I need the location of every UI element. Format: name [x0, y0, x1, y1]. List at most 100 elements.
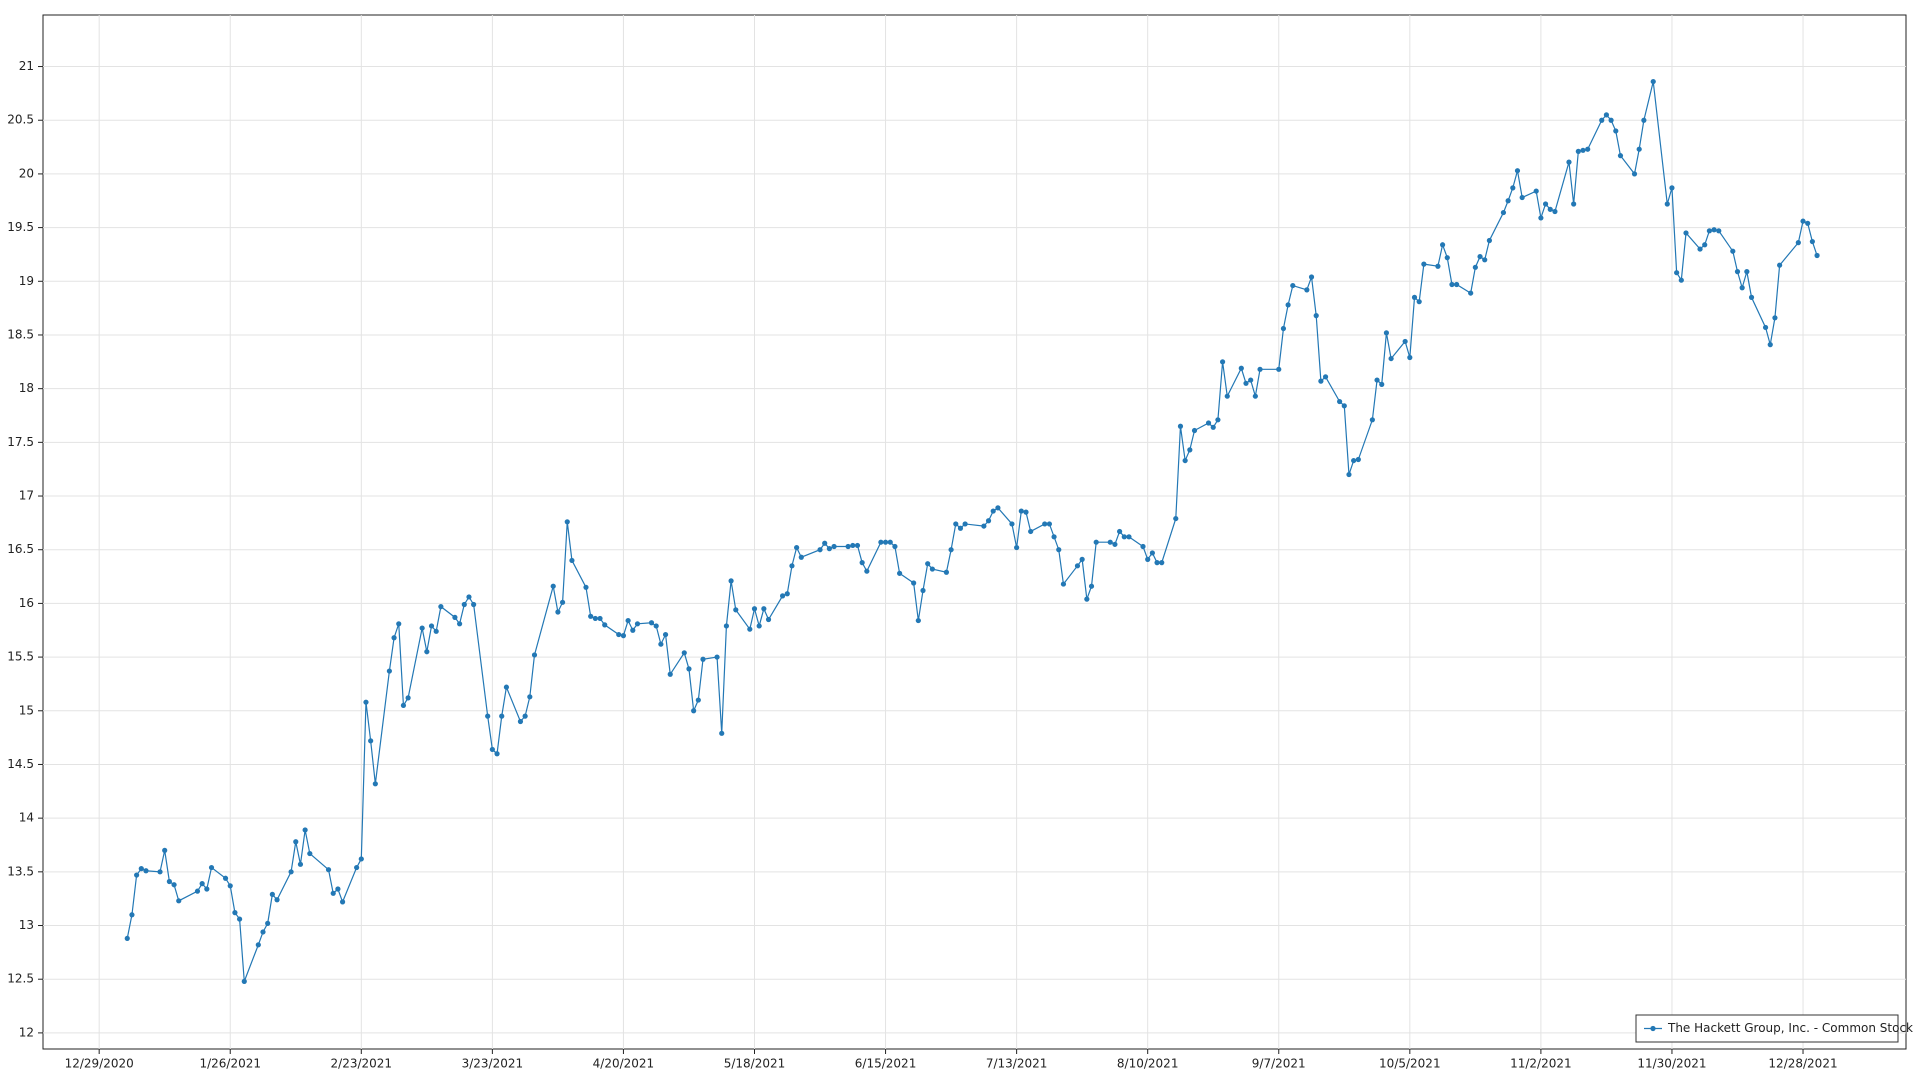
data-point [297, 861, 304, 867]
data-point [1351, 457, 1357, 464]
data-point [391, 635, 397, 641]
data-point [1510, 185, 1516, 191]
data-point [798, 554, 804, 560]
x-tick-label: 6/15/2021 [855, 1057, 917, 1071]
data-point [1014, 544, 1020, 551]
data-point [1140, 543, 1146, 550]
data-point [1454, 281, 1460, 288]
data-point [372, 781, 378, 787]
x-tick-label: 11/2/2021 [1510, 1057, 1572, 1071]
data-point [499, 713, 505, 719]
data-point [981, 523, 987, 529]
data-point [143, 868, 149, 874]
data-point [620, 633, 627, 639]
data-point [236, 916, 243, 922]
data-point [1533, 188, 1539, 194]
data-point [728, 578, 734, 584]
data-point [1355, 456, 1361, 463]
y-tick-label: 16 [19, 596, 34, 610]
data-point [789, 563, 795, 569]
data-point [747, 626, 753, 632]
data-point [1149, 550, 1155, 556]
data-point [1074, 563, 1081, 569]
data-point [686, 666, 692, 672]
data-point [995, 505, 1001, 511]
data-point [1669, 185, 1675, 191]
data-point [339, 899, 346, 905]
data-point [1439, 242, 1446, 248]
data-point [962, 521, 968, 527]
data-point [1112, 541, 1118, 547]
data-point [386, 668, 392, 674]
data-point [396, 621, 402, 627]
x-tick-label: 3/23/2021 [462, 1057, 524, 1071]
y-tick-label: 16.5 [7, 542, 34, 556]
data-point [1500, 209, 1507, 216]
data-point [1608, 117, 1614, 123]
data-point [288, 869, 294, 875]
data-point [1374, 377, 1380, 383]
data-point [208, 864, 215, 871]
legend: The Hackett Group, Inc. - Common Stock [1635, 1014, 1913, 1043]
legend-box [1635, 1014, 1899, 1043]
data-point [1290, 282, 1296, 289]
data-point [1603, 112, 1610, 118]
data-point [1369, 417, 1375, 423]
data-point [1402, 338, 1408, 345]
data-point [892, 543, 898, 550]
data-point [157, 869, 163, 875]
data-point [307, 850, 313, 857]
data-point [920, 587, 926, 594]
data-point [1210, 424, 1216, 430]
data-point [817, 547, 823, 553]
data-point [1187, 447, 1193, 453]
data-point [1304, 287, 1310, 293]
data-point [864, 568, 870, 574]
y-tick-label: 18.5 [7, 327, 34, 341]
y-tick-label: 14.5 [7, 757, 34, 771]
x-tick-label: 2/23/2021 [331, 1057, 393, 1071]
data-point [204, 886, 210, 892]
data-point [194, 888, 201, 894]
data-point [1051, 534, 1057, 540]
data-point [1182, 457, 1188, 464]
data-point [1805, 220, 1811, 226]
data-point [138, 866, 144, 872]
data-point [527, 694, 533, 700]
data-point [597, 615, 603, 622]
data-point [583, 584, 589, 590]
data-point [1636, 146, 1642, 152]
data-point [1018, 508, 1024, 514]
data-point [171, 882, 177, 888]
data-point [1767, 342, 1773, 348]
y-tick-label: 20.5 [7, 113, 34, 127]
data-point [1472, 264, 1478, 270]
y-tick-label: 15.5 [7, 650, 34, 664]
data-point [1697, 246, 1703, 252]
data-point [1772, 315, 1778, 321]
data-point [1046, 521, 1052, 527]
data-point [1664, 201, 1670, 207]
data-point [1571, 201, 1577, 207]
data-point [911, 580, 917, 586]
data-point [1411, 294, 1418, 300]
data-point [1060, 581, 1067, 587]
x-tick-label: 7/13/2021 [986, 1057, 1048, 1071]
data-point [354, 864, 360, 871]
data-point [452, 614, 458, 620]
data-point [1383, 330, 1390, 336]
data-point [1191, 427, 1198, 434]
data-point [517, 718, 524, 725]
data-point [1538, 215, 1544, 221]
data-point [1126, 534, 1132, 540]
data-point [1346, 471, 1352, 478]
data-point [1762, 324, 1769, 331]
legend-label: The Hackett Group, Inc. - Common Stock [1667, 1021, 1913, 1035]
data-point [302, 827, 308, 833]
data-point [1580, 147, 1586, 153]
data-point [943, 569, 950, 575]
data-point [761, 606, 767, 612]
data-point [1739, 285, 1745, 291]
data-point [1388, 355, 1394, 362]
x-tick-label: 9/7/2021 [1252, 1057, 1306, 1071]
